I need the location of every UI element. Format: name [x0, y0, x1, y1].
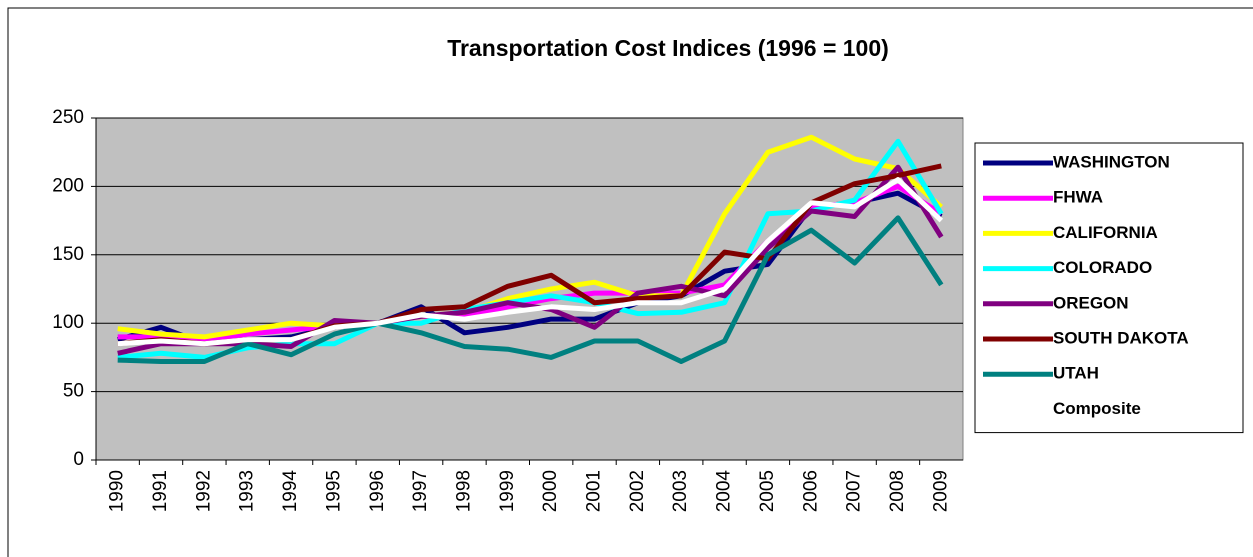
chart-title: Transportation Cost Indices (1996 = 100) — [447, 35, 889, 61]
x-tick-label: 1991 — [150, 470, 171, 512]
legend-box — [974, 142, 1244, 434]
series-line — [117, 134, 943, 340]
x-tick-label: 2001 — [584, 470, 605, 512]
legend-label: Composite — [1053, 399, 1141, 418]
x-tick-label: 2007 — [844, 470, 865, 512]
x-tick-label: 2003 — [670, 470, 691, 512]
x-tick-label: 2008 — [887, 470, 908, 512]
legend-label: COLORADO — [1053, 258, 1152, 277]
plot-area — [95, 117, 964, 461]
x-tick-label: 1992 — [193, 470, 214, 512]
y-tick-label: 250 — [52, 107, 84, 128]
x-tick-label: 1999 — [497, 470, 518, 512]
legend-label: CALIFORNIA — [1053, 223, 1158, 242]
legend-label: SOUTH DAKOTA — [1053, 328, 1189, 347]
x-tick-label: 2000 — [540, 470, 561, 512]
x-tick-label: 2005 — [757, 470, 778, 512]
legend-label: UTAH — [1053, 364, 1099, 383]
x-tick-label: 2002 — [627, 470, 648, 512]
x-tick-label: 1994 — [280, 470, 301, 513]
x-tick-label: 1996 — [367, 470, 388, 512]
x-tick-label: 2009 — [930, 470, 951, 512]
y-tick-label: 150 — [52, 244, 84, 265]
legend-label: WASHINGTON — [1053, 152, 1170, 171]
y-tick-label: 200 — [52, 175, 84, 196]
x-tick-label: 1995 — [323, 470, 344, 512]
x-tick-label: 1998 — [453, 470, 474, 512]
legend-label: FHWA — [1053, 188, 1103, 207]
x-tick-label: 1990 — [107, 470, 128, 512]
y-tick-label: 0 — [73, 449, 84, 470]
y-tick-label: 100 — [52, 312, 84, 333]
x-tick-label: 2004 — [714, 470, 735, 513]
series-line — [117, 215, 944, 364]
x-tick-label: 1993 — [237, 470, 258, 512]
x-tick-label: 2006 — [800, 470, 821, 512]
x-tick-label: 1997 — [410, 470, 431, 512]
y-tick-label: 50 — [63, 381, 84, 402]
legend-label: OREGON — [1053, 293, 1129, 312]
series-line — [117, 177, 944, 347]
